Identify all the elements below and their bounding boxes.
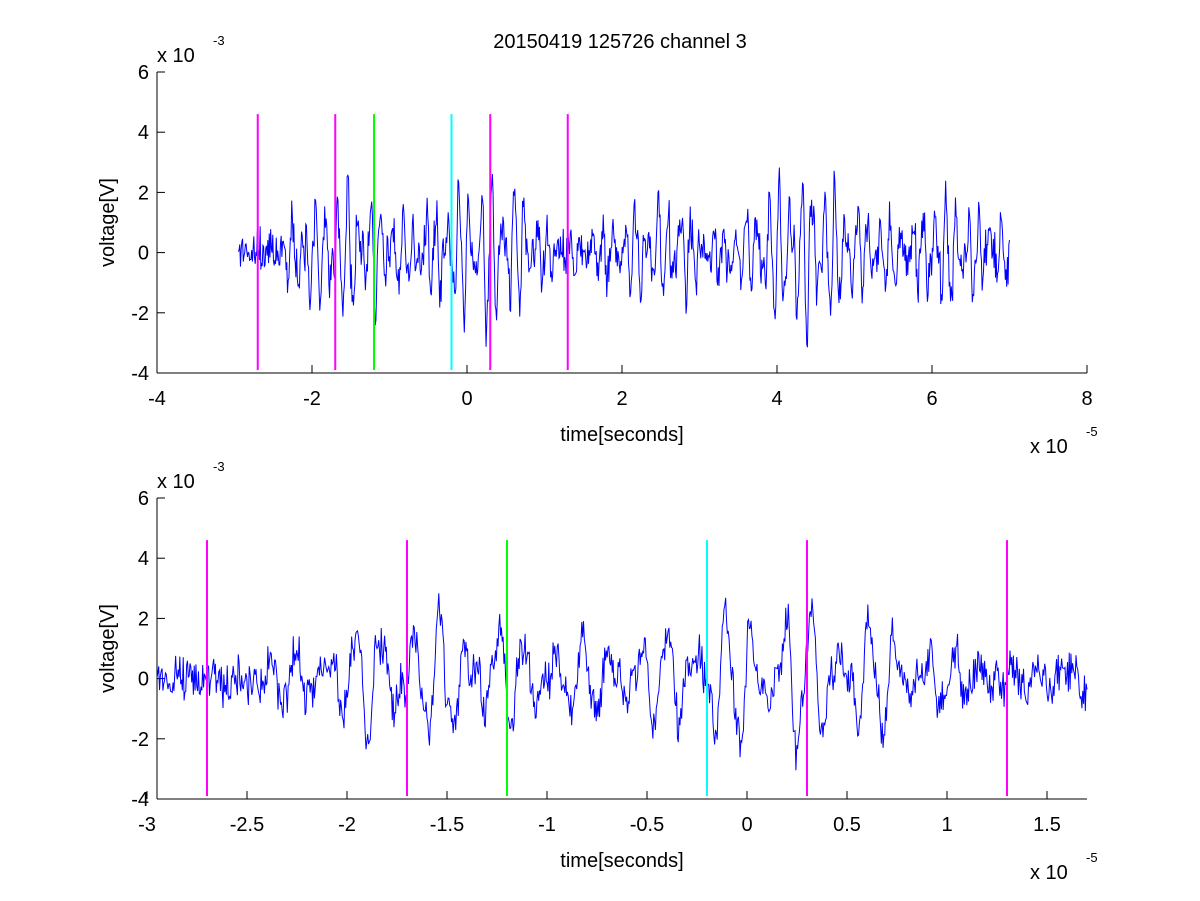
x-tick-label: -2.5: [230, 814, 264, 836]
y-tick-label: -2: [131, 729, 149, 751]
x-tick-label: -2: [338, 814, 356, 836]
x-tick-label: -2: [303, 388, 321, 410]
y-tick-label: 2: [138, 608, 149, 630]
y-exponent-label: x 10: [157, 471, 195, 493]
x-tick-label: 0: [741, 814, 752, 836]
x-tick-label: 8: [1081, 388, 1092, 410]
x-tick-label: 4: [771, 388, 782, 410]
x-tick-label: 2: [616, 388, 627, 410]
y-tick-label: -4: [131, 363, 149, 385]
y-tick-label: -2: [131, 303, 149, 325]
y-tick-label: 2: [138, 182, 149, 204]
x-tick-label: 0: [461, 388, 472, 410]
voltage-series-line: [156, 593, 1088, 771]
x-tick-label: -4: [148, 388, 166, 410]
y-axis-label: voltage[V]: [97, 178, 119, 267]
y-tick-label: 6: [138, 488, 149, 510]
y-exponent-value: -3: [213, 33, 225, 48]
y-tick-label: 0: [138, 669, 149, 691]
y-tick-label: 6: [138, 62, 149, 84]
x-exponent-label: x 10: [1030, 436, 1068, 458]
y-tick-label: -4: [131, 789, 149, 811]
x-tick-label: -1: [538, 814, 556, 836]
x-exponent-value: -5: [1086, 850, 1098, 865]
x-tick-label: 0.5: [833, 814, 861, 836]
figure-title: 20150419 125726 channel 3: [493, 31, 747, 53]
voltage-series-line: [237, 167, 1010, 348]
x-exponent-label: x 10: [1030, 862, 1068, 884]
y-tick-label: 4: [138, 548, 149, 570]
bottom-subplot: -4 -2 0 2 4 6 -3 -2.5 -2 -1.5 -1 -0.5 0 0.5 1 1.5 time[s…: [97, 459, 1098, 884]
y-axis-label: voltage[V]: [97, 604, 119, 693]
x-tick-label: -0.5: [630, 814, 664, 836]
x-tick-label: 6: [926, 388, 937, 410]
y-tick-label: 0: [138, 243, 149, 265]
x-axis-label: time[seconds]: [560, 424, 683, 446]
x-axis-label: time[seconds]: [560, 850, 683, 872]
top-subplot: -4 -2 0 2 4 6 -4 -2 0 2 4 6 8 time[seconds] voltage[V]…: [97, 33, 1098, 458]
x-exponent-value: -5: [1086, 424, 1098, 439]
y-tick-label: 4: [138, 122, 149, 144]
y-exponent-value: -3: [213, 459, 225, 474]
x-tick-label: -1.5: [430, 814, 464, 836]
x-tick-label: -3: [138, 814, 156, 836]
x-tick-label: 1.5: [1033, 814, 1061, 836]
y-exponent-label: x 10: [157, 45, 195, 67]
x-tick-label: 1: [941, 814, 952, 836]
